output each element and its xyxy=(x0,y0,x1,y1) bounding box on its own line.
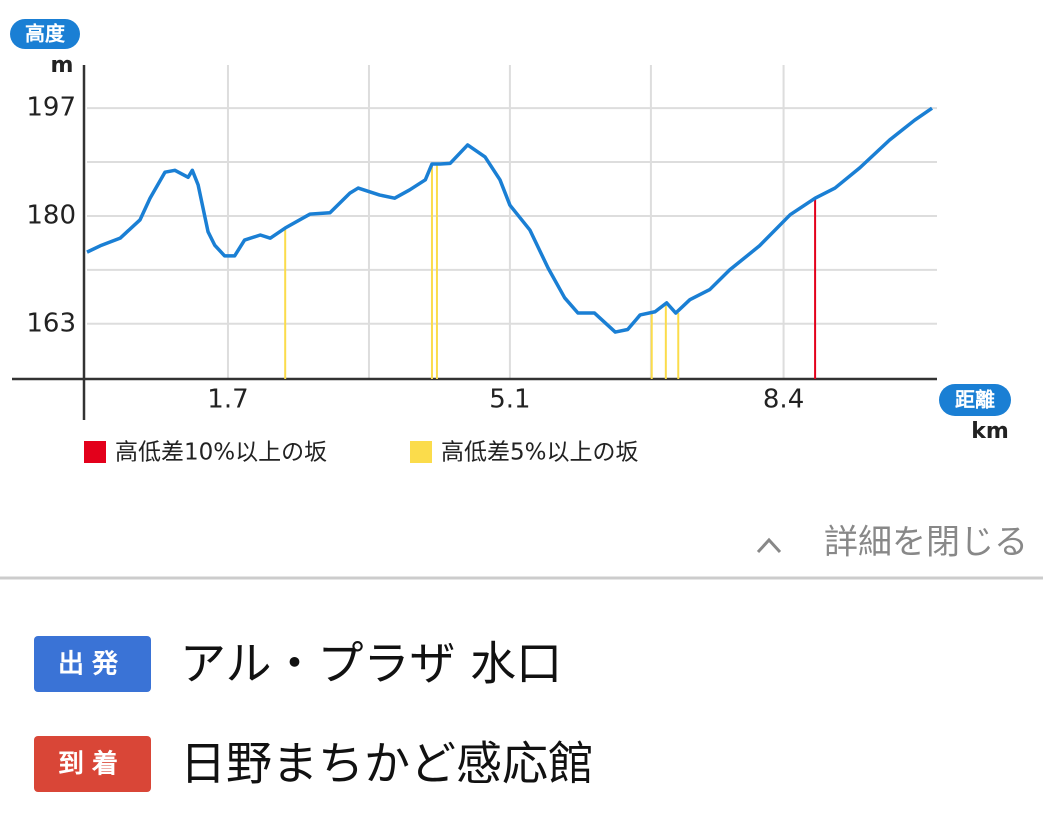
x-unit: km xyxy=(971,419,1009,444)
legend-swatch xyxy=(410,441,432,463)
toggle-details[interactable]: 詳細を閉じる xyxy=(824,523,1028,563)
departure-badge: 出発 xyxy=(58,650,126,680)
x-tick-label: 5.1 xyxy=(489,385,530,415)
chevron-up[interactable] xyxy=(756,537,782,554)
x-badge: 距離 xyxy=(955,388,995,412)
arrival-badge: 到着 xyxy=(58,749,126,780)
y-badge-bg xyxy=(10,19,80,49)
legend-swatch xyxy=(84,441,106,463)
x-badge-bg xyxy=(939,384,1011,416)
y-tick-label: 197 xyxy=(26,93,76,123)
legend-label: 高低差10%以上の坂 xyxy=(115,440,327,466)
departure-name: アル・プラザ 水口 xyxy=(180,637,562,691)
y-tick-label: 180 xyxy=(26,200,76,230)
arrival-badge-bg xyxy=(34,736,151,792)
legend-label: 高低差5%以上の坂 xyxy=(441,440,639,466)
x-tick-label: 8.4 xyxy=(763,385,804,415)
plot: 163 180 197 1.7 5.1 8.4 高低差10%以上の坂 高低差5%以上の坂 xyxy=(12,65,937,466)
arrival-name: 日野まちかど感応館 xyxy=(180,737,594,791)
y-unit: m xyxy=(51,53,74,78)
y-tick-label: 163 xyxy=(26,308,76,338)
x-tick-label: 1.7 xyxy=(207,385,248,415)
departure-badge-bg xyxy=(34,636,151,692)
y-badge: 高度 xyxy=(25,22,66,46)
elevation-line xyxy=(86,106,934,334)
